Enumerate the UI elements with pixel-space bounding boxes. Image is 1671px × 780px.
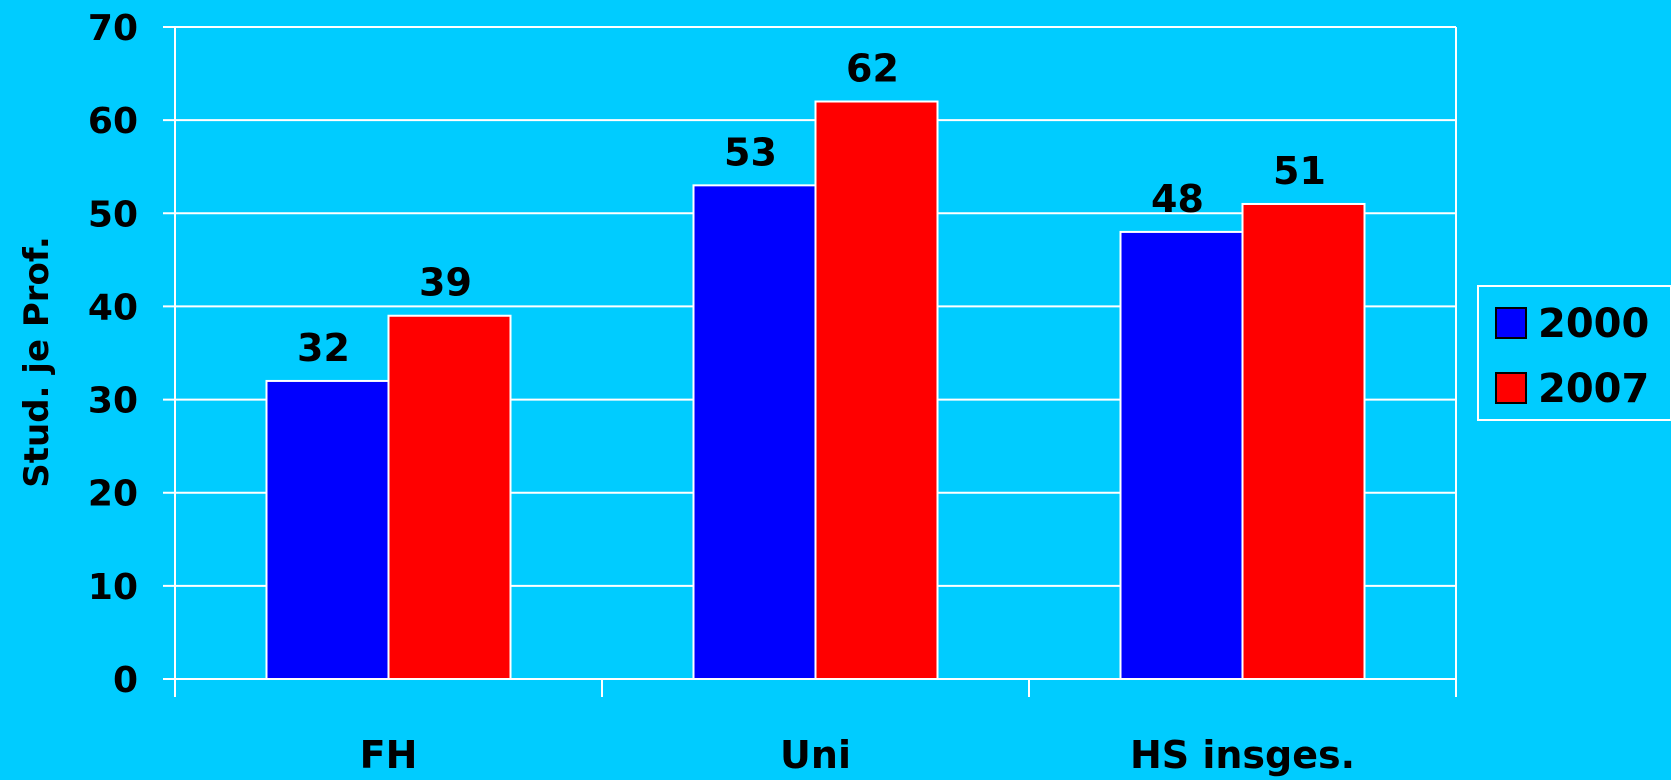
- x-tick-label: Uni: [780, 733, 851, 777]
- bar: [814, 100, 939, 680]
- data-label: 62: [846, 47, 899, 91]
- bar: [692, 184, 817, 680]
- y-tick-label: 30: [88, 381, 138, 422]
- y-tick-label: 50: [88, 194, 138, 235]
- legend-label: 2000: [1538, 301, 1649, 347]
- x-tick-label: HS insges.: [1130, 733, 1355, 777]
- bar: [1119, 230, 1244, 681]
- axes: [163, 27, 1457, 697]
- legend: 2000 2007: [1477, 285, 1671, 421]
- data-label: 32: [297, 326, 350, 370]
- y-tick-label: 10: [88, 567, 138, 608]
- data-label: 53: [724, 130, 777, 174]
- bar: [387, 314, 512, 680]
- legend-swatch: [1495, 372, 1527, 404]
- legend-label: 2007: [1538, 366, 1649, 412]
- y-tick-label: 20: [88, 474, 138, 515]
- data-label: 48: [1151, 177, 1204, 221]
- y-tick-label: 70: [88, 8, 138, 49]
- y-tick-label: 60: [88, 101, 138, 142]
- y-tick-label: 40: [88, 287, 138, 328]
- labels: 0 10 20 30 40 50 60 70 32 39 FH 53 62 Uni 48 51 HS insge…: [88, 8, 1355, 777]
- y-axis-title: Stud. je Prof.: [17, 236, 57, 487]
- bars: [265, 100, 1366, 681]
- data-label: 51: [1273, 149, 1326, 193]
- x-tick-label: FH: [360, 733, 418, 777]
- data-label: 39: [419, 261, 472, 305]
- legend-swatch: [1495, 307, 1527, 339]
- bar: [1241, 202, 1366, 680]
- y-tick-label: 0: [113, 660, 138, 701]
- bar: [265, 379, 390, 680]
